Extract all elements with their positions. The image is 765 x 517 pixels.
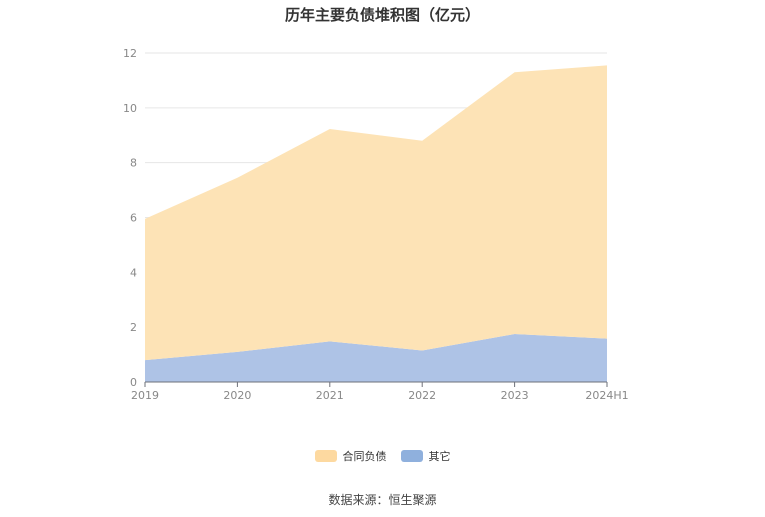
legend: 合同负债 其它 bbox=[0, 448, 765, 464]
x-tick-label: 2023 bbox=[501, 389, 529, 402]
legend-label-other: 其它 bbox=[428, 450, 451, 463]
legend-item-contract-liabilities[interactable]: 合同负债 bbox=[314, 448, 387, 464]
x-tick-label: 2019 bbox=[131, 389, 159, 402]
y-tick-label: 0 bbox=[130, 376, 137, 389]
area-series-other bbox=[145, 334, 607, 382]
x-tick-label: 2020 bbox=[223, 389, 251, 402]
y-tick-label: 10 bbox=[123, 102, 137, 115]
y-tick-label: 8 bbox=[130, 157, 137, 170]
legend-swatch-contract-liabilities bbox=[314, 450, 337, 462]
chart-title: 历年主要负债堆积图（亿元） bbox=[284, 6, 480, 24]
y-tick-label: 6 bbox=[130, 212, 137, 225]
x-tick-label: 2021 bbox=[316, 389, 344, 402]
axes: 0 2 4 6 8 10 12 2019 2020 2021 2022 2023 2024H1 bbox=[123, 47, 629, 402]
area-chart: 0 2 4 6 8 10 12 2019 2020 2021 2022 2023 2024H1 bbox=[123, 47, 629, 402]
x-tick-label: 2024H1 bbox=[585, 389, 628, 402]
area-series-layer bbox=[145, 65, 607, 382]
area-series-contract-liabilities bbox=[145, 65, 607, 361]
legend-item-other[interactable]: 其它 bbox=[400, 448, 451, 464]
y-tick-label: 2 bbox=[130, 321, 137, 334]
legend-label-contract-liabilities: 合同负债 bbox=[342, 450, 387, 463]
data-source: 数据来源：恒生聚源 bbox=[328, 493, 437, 507]
x-tick-label: 2022 bbox=[408, 389, 436, 402]
y-tick-label: 12 bbox=[123, 47, 137, 60]
y-tick-label: 4 bbox=[130, 266, 137, 279]
legend-swatch-other bbox=[400, 450, 423, 462]
